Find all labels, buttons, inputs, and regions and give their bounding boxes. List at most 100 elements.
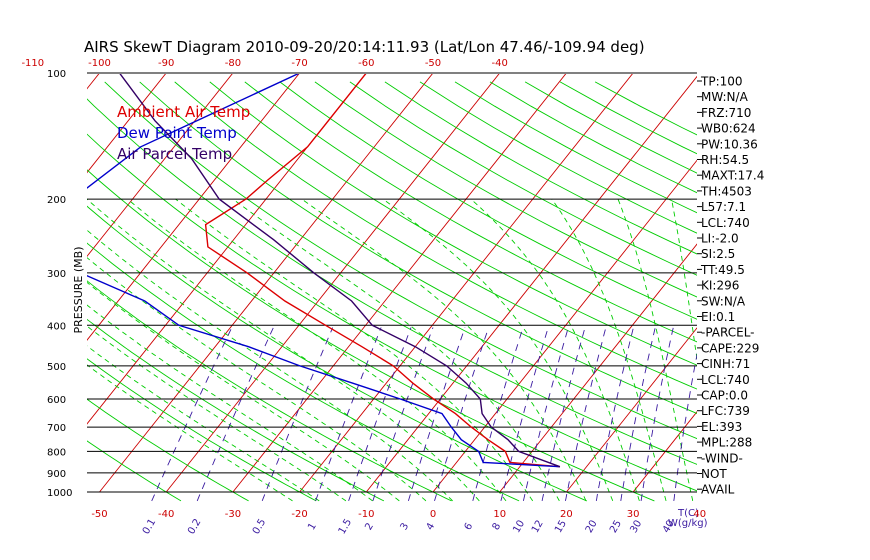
dry-adiabat-line [87, 242, 520, 502]
isotherm-line [87, 74, 300, 341]
mixing-ratio-tick-label: 0.1 [141, 517, 158, 536]
mixing-ratio-line [151, 327, 233, 502]
mixing-ratio-tick-label: 1 [306, 521, 319, 532]
temp-top-tick-label: -90 [158, 58, 174, 69]
mixing-ratio-tick-label: 4 [425, 521, 438, 532]
pressure-tick-label: 600 [47, 395, 66, 406]
isotherm-line [99, 74, 433, 493]
dry-adiabat-line [454, 81, 697, 214]
index-label: FRZ:710 [701, 106, 751, 120]
index-label: SW:N/A [701, 294, 746, 308]
temp-top-tick-label: -110 [21, 58, 44, 69]
dry-adiabat-line [489, 81, 697, 194]
moist-adiabat-line [551, 198, 667, 502]
moist-adiabat-line [87, 281, 400, 502]
isotherm-line [365, 75, 697, 493]
moist-adiabat-line [301, 198, 587, 502]
legend: Ambient Air Temp Dew Point Temp Air Parcel… [117, 103, 250, 163]
isotherm-line [499, 243, 697, 493]
legend-label: Air Parcel Temp [117, 145, 232, 163]
dry-adiabat-line [524, 81, 697, 174]
dry-adiabat-line [87, 98, 697, 465]
temp-bottom-tick-label: 10 [493, 509, 506, 520]
mixing-ratio-tick-label: 0.2 [186, 517, 203, 536]
index-label: SI:2.5 [701, 247, 735, 261]
moist-adiabat-line [232, 198, 560, 502]
pressure-tick-label: 300 [47, 269, 66, 280]
mixing-ratio-line [372, 327, 434, 502]
isobar-lines [87, 72, 697, 493]
pressure-tick-label: 700 [47, 423, 66, 434]
legend-label: Dew Point Temp [117, 124, 237, 142]
index-label: TP:100 [700, 75, 743, 89]
temp-bottom-tick-label: 20 [560, 509, 573, 520]
temp-top-tick-label: -70 [291, 58, 307, 69]
x-axis-unit-label: T(C) [677, 508, 699, 519]
mixing-ratio-line [434, 327, 490, 502]
isotherm-line [299, 74, 633, 493]
dry-adiabat-line [384, 81, 697, 255]
grid-lines [0, 73, 870, 502]
index-label: CINH:71 [701, 357, 750, 371]
dry-adiabat-line [244, 81, 697, 343]
index-label: TH:4503 [700, 184, 752, 198]
pressure-tick-label: 500 [47, 362, 66, 373]
temp-bottom-tick-label: 30 [627, 509, 640, 520]
isotherm-line [767, 73, 870, 492]
mixing-ratio-tick-label: 15 [553, 518, 569, 535]
dry-adiabat-line [87, 205, 587, 502]
index-label: CAP:0.0 [701, 389, 748, 403]
dry-adiabat-line [87, 280, 452, 502]
series-line-2 [119, 74, 561, 468]
index-label: EL:393 [701, 420, 742, 434]
legend-label: Ambient Air Temp [117, 103, 250, 121]
mixing-ratio-line [620, 327, 656, 501]
dry-adiabat-line [314, 81, 697, 298]
index-label: CAPE:229 [701, 341, 759, 355]
index-label: PW:10.36 [701, 137, 758, 151]
moist-adiabat-line [382, 198, 614, 502]
temp-top-tick-label: -50 [425, 58, 441, 69]
mixing-ratio-tick-label: 2 [363, 521, 376, 532]
index-label: RH:54.5 [701, 153, 749, 167]
mixing-ratio-unit-label: W(g/kg) [668, 518, 708, 529]
index-label: MPL:288 [701, 436, 752, 450]
pressure-tick-label: 900 [47, 469, 66, 480]
pressure-tick-label: 100 [47, 69, 66, 80]
mixing-ratio-line [407, 327, 466, 502]
mixing-ratio-tick-label: 1.5 [337, 517, 354, 536]
mixing-ratio-line [196, 327, 274, 502]
mixing-ratio-line [564, 327, 607, 502]
dry-adiabat-line [174, 81, 697, 390]
mixing-ratio-tick-label: 12 [530, 518, 546, 535]
index-label: NOT [701, 467, 727, 481]
temp-bottom-tick-label: -30 [225, 509, 241, 520]
isotherm-line [0, 73, 33, 492]
dry-adiabat-line [279, 81, 697, 320]
moist-adiabat-line [617, 198, 694, 501]
index-label: LCL:740 [701, 373, 750, 387]
mixing-ratio-tick-label: 30 [628, 518, 644, 535]
series-line-1 [87, 74, 560, 468]
dry-adiabat-line [209, 81, 697, 366]
pressure-tick-label: 1000 [47, 488, 72, 499]
moist-adiabat-line [87, 364, 293, 502]
moist-adiabat-line [87, 304, 373, 502]
index-label: -PARCEL- [701, 326, 755, 340]
moist-adiabat-line [87, 345, 320, 502]
temp-top-tick-label: -80 [225, 58, 241, 69]
temp-top-tick-label: -40 [492, 58, 508, 69]
index-label: L57:7.1 [701, 200, 746, 214]
index-label: AVAIL [701, 483, 735, 497]
temp-bottom-tick-label: 40 [693, 509, 706, 520]
isotherm-line [566, 327, 697, 493]
isotherm-line [632, 410, 697, 493]
index-label: WB0:624 [701, 122, 756, 136]
mixing-ratio-tick-label: 0.5 [251, 517, 268, 536]
mixing-ratio-line [522, 327, 569, 502]
dry-adiabat-line [87, 358, 317, 502]
moist-adiabat-line [87, 198, 480, 502]
mixing-ratio-tick-label: 8 [491, 521, 504, 532]
index-label: MAXT:17.4 [701, 169, 764, 183]
